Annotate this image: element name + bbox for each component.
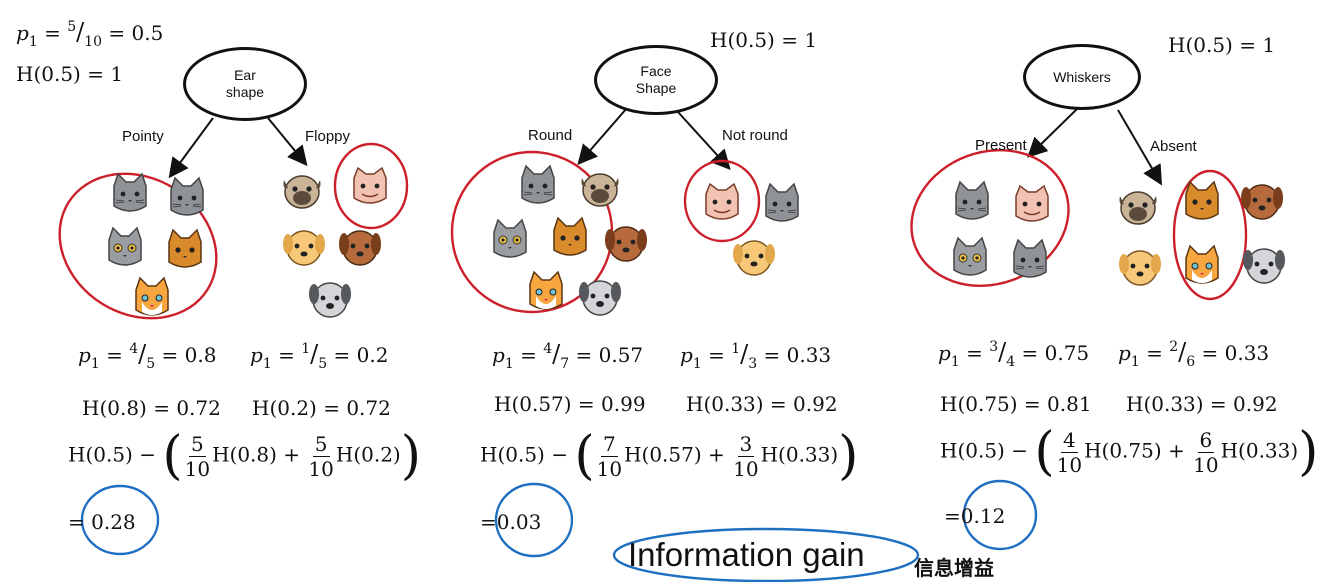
branch-label-absent: Absent: [1150, 138, 1197, 155]
p-left-split-2: p1 = 4/7 = 0.57: [492, 340, 644, 372]
root-node-face-shape: Face Shape: [594, 45, 718, 115]
dog-icon: [1240, 184, 1284, 220]
gain-formula-split-3: H(0.5) − (4 10 H(0.75) + 6 10 H(0.33)): [940, 422, 1319, 482]
root-entropy-face-shape: H(0.5) = 1: [710, 28, 818, 52]
p-right-split-1: p1 = 1/5 = 0.2: [250, 340, 389, 372]
gain-formula-split-2: H(0.5) − (7 10 H(0.57) + 3 10 H(0.33)): [480, 426, 859, 486]
information-gain-title: Information gain: [628, 536, 865, 573]
cat-icon: [1185, 181, 1219, 220]
branch-arrow-round: [577, 107, 628, 166]
dog-icon: [282, 230, 326, 266]
blue-circle-gain-3: [962, 479, 1038, 551]
cat-icon: [955, 181, 989, 220]
h-left-split-3: H(0.75) = 0.81: [940, 392, 1092, 416]
cat-icon: [1185, 245, 1219, 284]
h-right-split-3: H(0.33) = 0.92: [1126, 392, 1278, 416]
cat-icon: [529, 271, 563, 310]
red-circle-floppy: [333, 142, 409, 230]
dog-icon: [282, 175, 322, 209]
cat-icon: [113, 173, 147, 212]
red-circle-absent-column: [1172, 169, 1248, 301]
cat-icon: [521, 165, 555, 204]
dog-icon: [1242, 248, 1286, 284]
cat-icon: [553, 217, 587, 256]
branch-arrow-not-round: [677, 111, 731, 170]
cat-icon: [135, 277, 169, 316]
red-circle-not-round: [683, 159, 761, 243]
dog-icon: [1118, 191, 1158, 225]
dog-icon: [1118, 250, 1162, 286]
p-right-split-3: p1 = 2/6 = 0.33: [1118, 338, 1270, 370]
dog-icon: [732, 240, 776, 276]
root-node-whiskers: Whiskers: [1023, 44, 1141, 110]
cat-icon: [353, 167, 387, 204]
branch-label-floppy: Floppy: [305, 128, 351, 145]
cat-icon: [170, 177, 204, 216]
branch-label-round: Round: [528, 127, 573, 144]
h-left-split-2: H(0.57) = 0.99: [494, 392, 646, 416]
dog-icon: [338, 230, 382, 266]
p-left-split-3: p1 = 3/4 = 0.75: [938, 338, 1090, 370]
cat-icon: [953, 237, 987, 276]
gain-value-split-2: =0.03: [480, 510, 542, 534]
dog-icon: [578, 280, 622, 316]
h-right-split-1: H(0.2) = 0.72: [252, 396, 391, 420]
branch-label-present: Present: [975, 137, 1027, 154]
header-root-entropy: H(0.5) = 1: [16, 62, 124, 86]
dog-icon: [604, 226, 648, 262]
branch-label-not-round: Not round: [722, 127, 788, 144]
branch-arrow-floppy: [267, 117, 308, 167]
red-circle-round: [450, 150, 614, 314]
dog-icon: [308, 282, 352, 318]
information-gain-title-cn: 信息增益: [914, 556, 994, 580]
blue-circle-gain-2: [494, 482, 574, 558]
h-right-split-2: H(0.33) = 0.92: [686, 392, 838, 416]
blue-circle-gain-1: [80, 484, 160, 556]
root-entropy-whiskers: H(0.5) = 1: [1168, 33, 1276, 57]
branch-arrow-present: [1027, 107, 1079, 158]
blue-circle-info-gain: [612, 527, 920, 582]
branch-label-pointy: Pointy: [122, 128, 164, 145]
branch-arrow-pointy: [168, 117, 214, 179]
h-left-split-1: H(0.8) = 0.72: [82, 396, 221, 420]
branch-arrow-absent: [1117, 109, 1163, 186]
p-left-split-1: p1 = 4/5 = 0.8: [78, 340, 217, 372]
header-p1: p1 = 5/10 = 0.5: [16, 18, 164, 50]
cat-icon: [168, 229, 202, 268]
red-circle-present: [910, 149, 1070, 287]
dog-icon: [580, 173, 620, 207]
cat-icon: [493, 219, 527, 258]
p-right-split-2: p1 = 1/3 = 0.33: [680, 340, 832, 372]
gain-value-split-3: =0.12: [944, 504, 1006, 528]
cat-icon: [765, 183, 799, 222]
cat-icon: [1013, 239, 1047, 278]
cat-icon: [108, 227, 142, 266]
gain-value-split-1: = 0.28: [68, 510, 136, 534]
root-node-ear-shape: Ear shape: [183, 47, 307, 121]
cat-icon: [705, 183, 739, 220]
gain-formula-split-1: H(0.5) − (5 10 H(0.8) + 5 10 H(0.2)): [68, 426, 422, 486]
cat-icon: [1015, 185, 1049, 222]
